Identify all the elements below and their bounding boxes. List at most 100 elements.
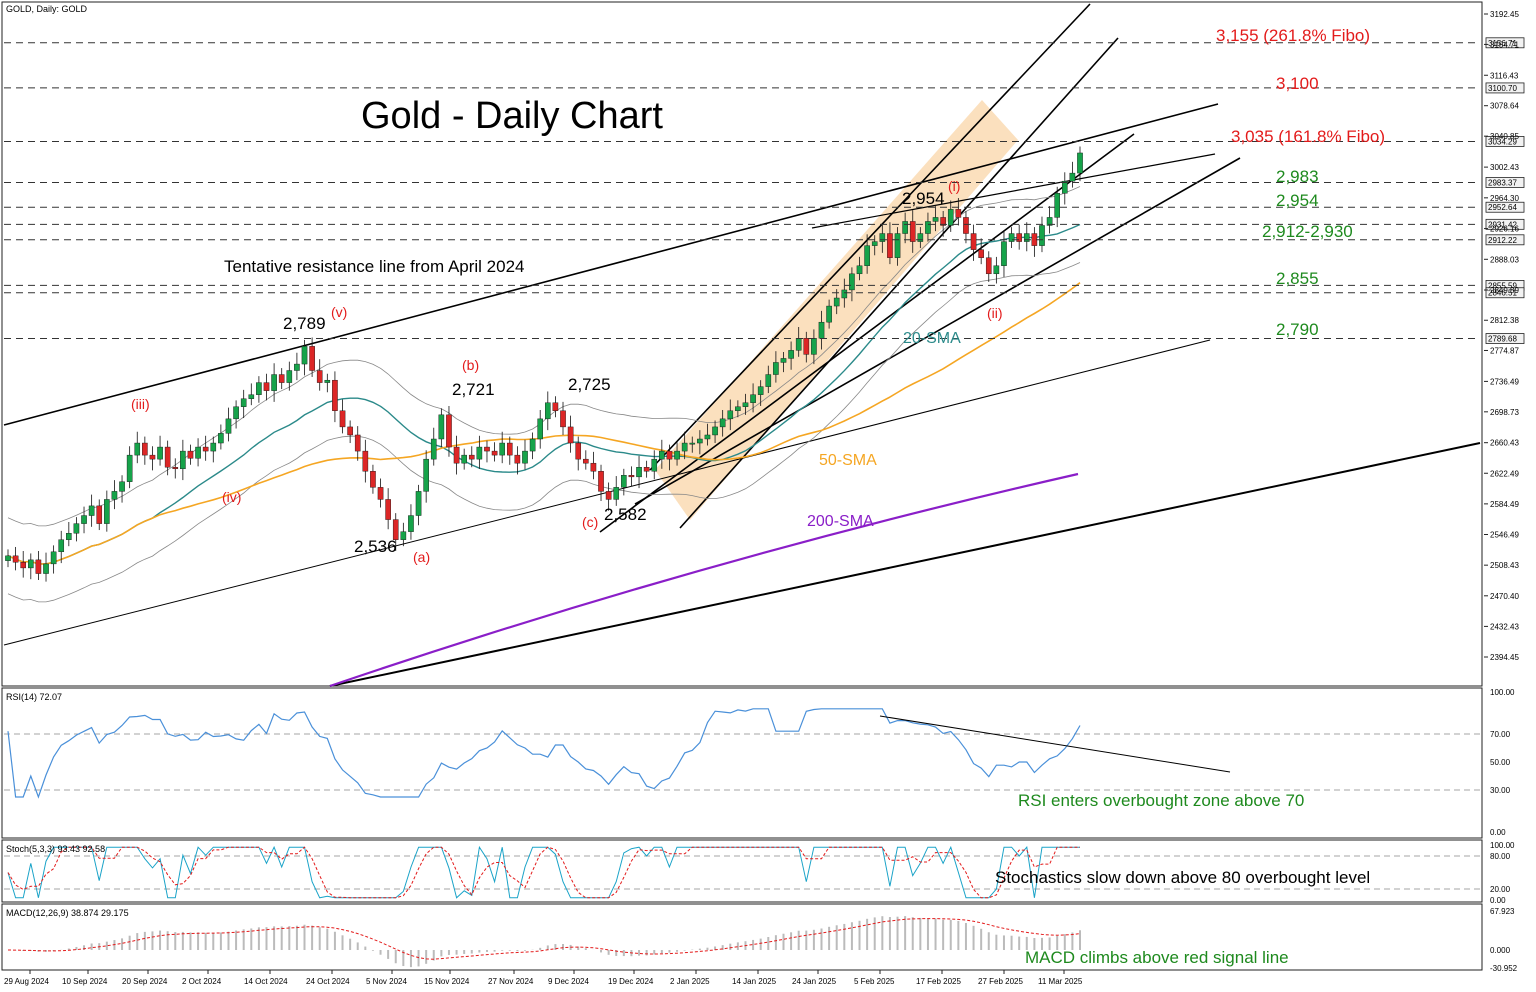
y-tick-label: 2394.45 bbox=[1490, 653, 1519, 662]
level-label-2912-2930: 2,912-2,930 bbox=[1262, 222, 1353, 241]
x-tick-label: 27 Feb 2025 bbox=[978, 977, 1023, 986]
candle-body bbox=[415, 491, 422, 516]
y-tick-label: 3116.43 bbox=[1490, 71, 1519, 80]
candle-body bbox=[1016, 233, 1022, 242]
candle-body bbox=[180, 450, 186, 470]
candle-body bbox=[567, 426, 574, 444]
candle-body bbox=[522, 450, 528, 464]
candle-body bbox=[925, 221, 931, 234]
candle-body bbox=[985, 257, 992, 275]
candle-body bbox=[818, 321, 825, 339]
macd-panel-frame bbox=[1, 903, 1483, 971]
candle-body bbox=[735, 406, 741, 411]
candle-body bbox=[468, 454, 475, 460]
candle-body bbox=[35, 559, 42, 574]
candle-body bbox=[210, 442, 217, 452]
wave-label-a: (a) bbox=[413, 549, 430, 565]
candle-body bbox=[628, 475, 635, 478]
macd-tick-label: 0.000 bbox=[1490, 946, 1511, 955]
candle-body bbox=[377, 487, 384, 500]
candle-body bbox=[1069, 172, 1076, 182]
wave-label-c: (c) bbox=[582, 514, 598, 530]
y-tick-label: 3040.85 bbox=[1490, 132, 1519, 141]
level-label-2855: 2,855 bbox=[1276, 269, 1319, 288]
candle-body bbox=[605, 491, 612, 500]
x-tick-label: 24 Oct 2024 bbox=[306, 977, 350, 986]
candle-body bbox=[674, 450, 680, 460]
candle-body bbox=[309, 346, 315, 371]
candle-body bbox=[370, 471, 376, 488]
stoch-tick-label: 80.00 bbox=[1490, 852, 1511, 861]
sma200-line bbox=[329, 472, 1079, 688]
sma200-label: 200-SMA bbox=[807, 513, 874, 530]
candle-body bbox=[978, 249, 984, 258]
long-term-support-line bbox=[329, 442, 1481, 687]
candle-body bbox=[157, 446, 163, 460]
candle-body bbox=[339, 410, 346, 428]
price-box bbox=[1485, 177, 1525, 188]
candle-body bbox=[552, 402, 559, 411]
rsi-tick-label: 50.00 bbox=[1490, 758, 1511, 767]
candle-body bbox=[400, 531, 407, 540]
candle-body bbox=[940, 217, 946, 226]
peak-label-2725: 2,725 bbox=[568, 375, 611, 394]
candle-body bbox=[993, 265, 1000, 275]
candle-body bbox=[240, 398, 247, 407]
candle-body bbox=[316, 370, 323, 383]
candle-body bbox=[712, 426, 718, 436]
price-box bbox=[1485, 333, 1525, 344]
candle-body bbox=[598, 471, 604, 492]
candle-body bbox=[324, 379, 331, 383]
chart-title: Gold - Daily Chart bbox=[361, 95, 663, 137]
candle-body bbox=[666, 450, 673, 460]
price-box-label: 2855.59 bbox=[1488, 281, 1517, 290]
candle-body bbox=[833, 297, 840, 307]
candle-body bbox=[1001, 241, 1007, 266]
stoch-note: Stochastics slow down above 80 overbough… bbox=[995, 868, 1370, 887]
candle-body bbox=[164, 446, 171, 468]
candle-body bbox=[484, 446, 490, 452]
candle-body bbox=[621, 475, 627, 488]
rsi-label: RSI(14) 72.07 bbox=[6, 692, 62, 702]
y-tick-label: 2736.49 bbox=[1490, 377, 1519, 386]
sma20-line bbox=[7, 223, 1081, 565]
candle-body bbox=[932, 217, 939, 222]
candle-body bbox=[727, 410, 734, 420]
candle-body bbox=[514, 454, 521, 464]
y-tick-label: 2774.87 bbox=[1490, 346, 1519, 355]
candle-body bbox=[651, 458, 658, 472]
x-tick-label: 19 Dec 2024 bbox=[608, 977, 654, 986]
candle-body bbox=[453, 446, 460, 464]
candle-body bbox=[704, 434, 711, 440]
wave-label-v: (v) bbox=[331, 304, 347, 320]
peak-label-2954: 2,954 bbox=[902, 189, 945, 208]
candle-body bbox=[636, 467, 642, 478]
candle-body bbox=[96, 505, 103, 524]
candle-body bbox=[332, 379, 338, 411]
candle-body bbox=[187, 450, 194, 459]
candle-body bbox=[218, 433, 224, 444]
candle-body bbox=[575, 442, 582, 460]
price-box bbox=[1485, 234, 1525, 246]
candle-body bbox=[970, 233, 977, 250]
resistance-note: Tentative resistance line from April 202… bbox=[224, 257, 525, 276]
stoch-label: Stoch(5,3,3) 93.43 92.58 bbox=[6, 844, 105, 854]
candle-body bbox=[643, 467, 650, 472]
candle-body bbox=[499, 442, 505, 456]
candle-body bbox=[88, 505, 95, 516]
trough-label-2582: 2,582 bbox=[604, 505, 647, 524]
y-tick-label: 2470.40 bbox=[1490, 592, 1519, 601]
sma50-label: 50-SMA bbox=[819, 452, 877, 469]
y-tick-label: 2926.16 bbox=[1490, 225, 1519, 234]
candle-body bbox=[1039, 225, 1045, 246]
candle-body bbox=[172, 467, 179, 470]
price-box bbox=[1485, 82, 1525, 94]
candle-body bbox=[803, 338, 810, 355]
candle-body bbox=[20, 562, 27, 569]
macd-tick-label: -30.952 bbox=[1490, 964, 1518, 973]
price-box-label: 3156.71 bbox=[1488, 39, 1517, 48]
candle-body bbox=[111, 491, 118, 500]
x-tick-label: 20 Sep 2024 bbox=[122, 977, 168, 986]
candle-body bbox=[392, 519, 399, 540]
